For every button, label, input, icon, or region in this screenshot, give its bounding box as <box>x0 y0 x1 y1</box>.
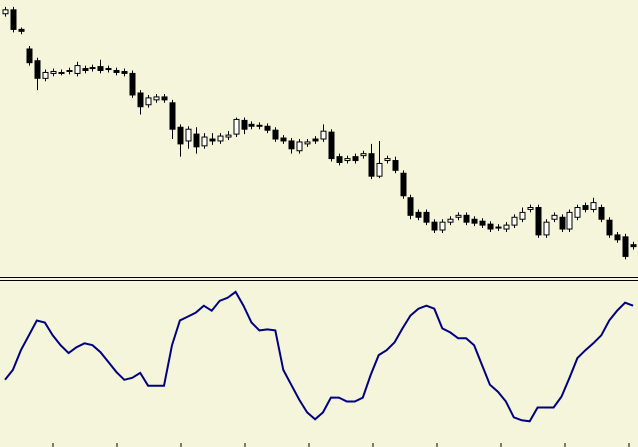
candle-body <box>248 123 255 127</box>
candle-body <box>582 205 589 210</box>
candle-body <box>447 218 454 223</box>
candle-body <box>121 70 128 74</box>
candle-body <box>431 221 438 231</box>
candle-body <box>360 153 367 157</box>
candle-body <box>368 153 375 177</box>
candle-body <box>113 70 120 73</box>
candle-body <box>2 9 9 15</box>
candle-body <box>264 125 271 131</box>
candle-body <box>233 118 240 135</box>
candle-body <box>630 244 637 248</box>
candle-body <box>177 126 184 145</box>
candle-body <box>495 226 502 229</box>
candle-body <box>169 102 176 130</box>
candle-body <box>352 156 359 162</box>
candle-body <box>543 221 550 236</box>
candle-body <box>574 207 581 218</box>
candle-body <box>559 216 566 230</box>
candle-body <box>105 68 112 71</box>
candle-body <box>161 96 168 101</box>
candle-body <box>153 96 160 101</box>
candle-body <box>455 214 462 218</box>
x-ticks <box>52 443 630 447</box>
candle-body <box>18 28 25 32</box>
candle-body <box>606 219 613 236</box>
candle-body <box>209 138 216 142</box>
candle-body <box>193 133 200 148</box>
candle-body <box>598 207 605 220</box>
candle-body <box>280 137 287 142</box>
candle-body <box>256 124 263 127</box>
candle-body <box>288 140 295 150</box>
candle-body <box>129 72 136 96</box>
candle-body <box>26 48 33 64</box>
candle-body <box>551 214 558 220</box>
candle-body <box>225 134 232 138</box>
candle-body <box>463 214 470 223</box>
candle-body <box>320 130 327 140</box>
candle-body <box>272 129 279 140</box>
candle-body <box>74 65 81 74</box>
candle-body <box>566 211 573 230</box>
candle-body <box>50 70 57 74</box>
candle-body <box>336 156 343 163</box>
candle-body <box>439 221 446 231</box>
candle-body <box>296 141 303 152</box>
candle-body <box>201 136 208 147</box>
candle-body <box>622 236 629 257</box>
candle-body <box>487 223 494 230</box>
candle-body <box>304 141 311 145</box>
candle-body <box>614 234 621 241</box>
candle-body <box>145 97 152 106</box>
candle-body <box>479 220 486 226</box>
candle-body <box>392 160 399 171</box>
candle-body <box>66 70 73 72</box>
candle-body <box>217 135 224 142</box>
candle-body <box>376 162 383 177</box>
candle-body <box>527 207 534 210</box>
candle-body <box>34 60 41 79</box>
candle-body <box>423 211 430 223</box>
candle-body <box>519 211 526 220</box>
candle-body <box>82 68 89 71</box>
candle-body <box>137 92 144 108</box>
candle-body <box>185 128 192 142</box>
candle-body <box>407 197 414 216</box>
candle-body <box>42 71 49 79</box>
candle-body <box>384 158 391 162</box>
candle-body <box>241 119 248 130</box>
candle-body <box>344 158 351 162</box>
candle-body <box>415 211 422 218</box>
candle-body <box>328 131 335 160</box>
candle-body <box>503 224 510 230</box>
candle-body <box>535 207 542 236</box>
oscillator-line <box>4 290 634 423</box>
candle-body <box>89 67 96 70</box>
candle-body <box>400 172 407 197</box>
candle-body <box>10 9 17 30</box>
candle-body <box>97 66 104 72</box>
candle-body <box>312 138 319 142</box>
candle-body <box>58 71 65 74</box>
candle-body <box>511 216 518 226</box>
candle-body <box>590 202 597 210</box>
candle-body <box>471 218 478 224</box>
